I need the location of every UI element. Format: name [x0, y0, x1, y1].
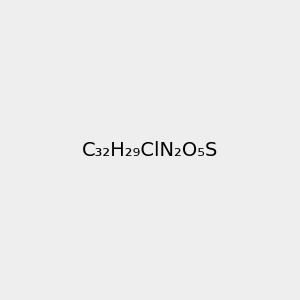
Text: C₃₂H₂₉ClN₂O₅S: C₃₂H₂₉ClN₂O₅S — [82, 140, 218, 160]
